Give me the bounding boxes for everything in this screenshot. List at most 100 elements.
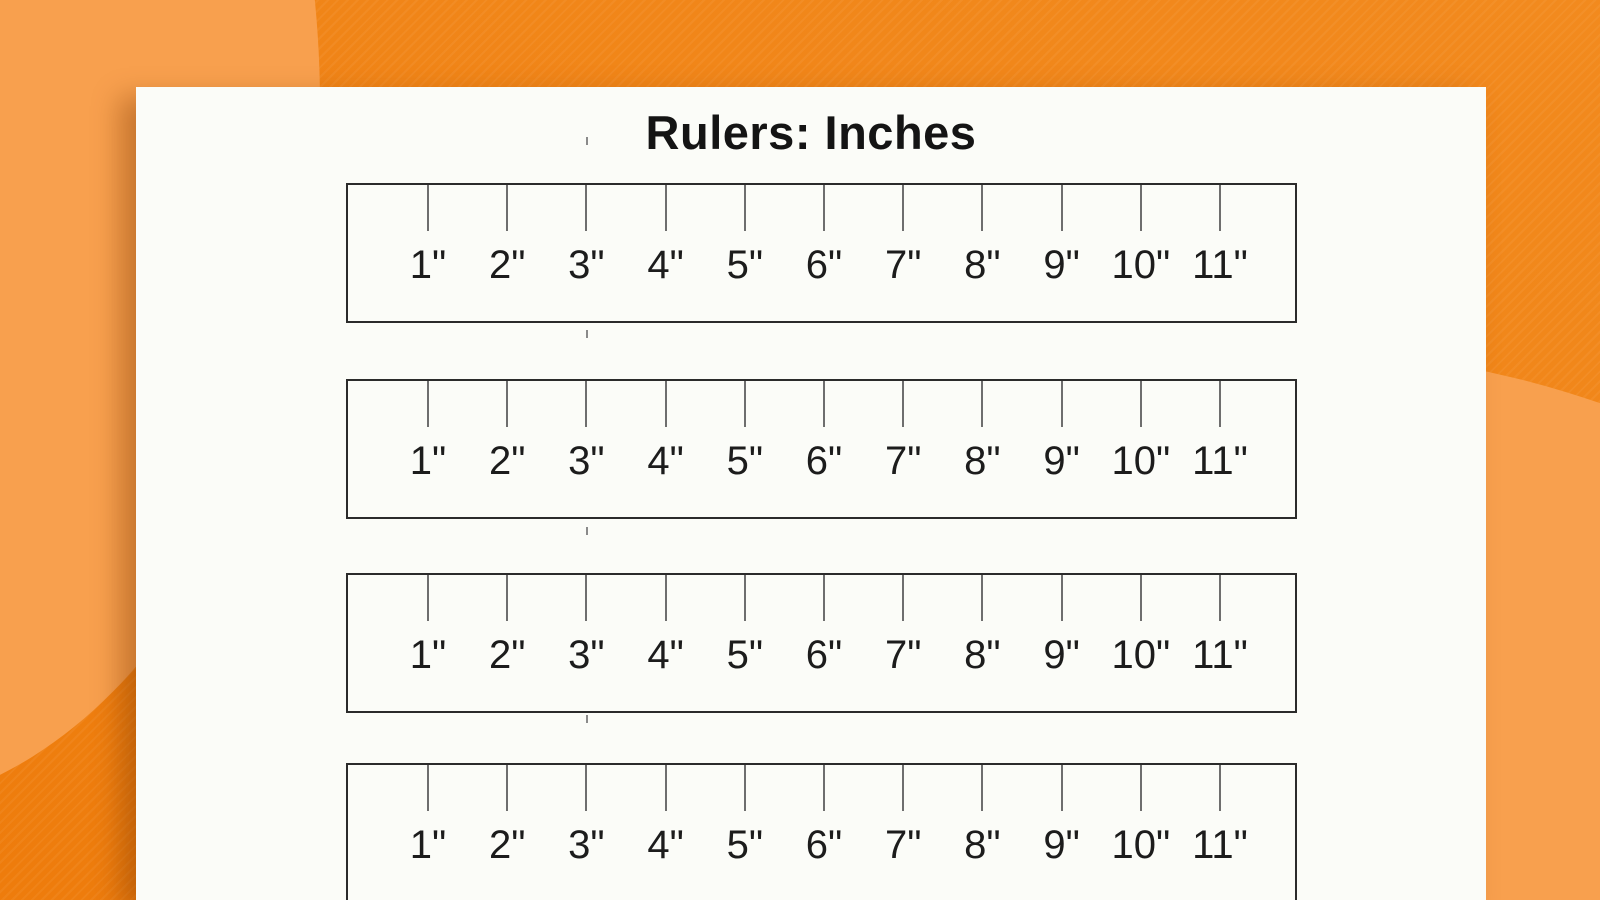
inch-tick [585, 185, 588, 231]
inch-tick [1219, 185, 1221, 231]
ruler: 1" 2" 3" 4" 5" 6" 7" 8" 9" 10" 11" [346, 183, 1297, 323]
inch-tick [1219, 575, 1221, 621]
inch-tick [506, 381, 509, 427]
inch-label: 1" [409, 633, 447, 677]
ruler-scale: 1" 2" 3" 4" 5" 6" 7" 8" 9" 10" 11" [348, 381, 1295, 517]
inch-label: 10" [1111, 243, 1171, 287]
inch-tick [1060, 185, 1063, 231]
inch-label: 4" [647, 633, 684, 677]
fold-mark [586, 715, 588, 723]
inch-label: 9" [1043, 633, 1080, 677]
inch-label: 10" [1111, 633, 1171, 677]
inch-tick [981, 381, 984, 427]
inch-tick [585, 575, 588, 621]
fold-mark [586, 137, 588, 145]
rulers-container: 1" 2" 3" 4" 5" 6" 7" 8" 9" 10" 11" 1" 2" 3" 4" 5" 6" 7" 8… [136, 87, 1486, 900]
fold-mark [586, 527, 588, 535]
inch-tick [1219, 765, 1221, 811]
page-title: Rulers: Inches [645, 106, 977, 159]
inch-label: 3" [568, 633, 605, 677]
ruler-scale: 1" 2" 3" 4" 5" 6" 7" 8" 9" 10" 11" [348, 185, 1295, 321]
inch-tick [902, 575, 905, 621]
ruler-scale: 1" 2" 3" 4" 5" 6" 7" 8" 9" 10" 11" [348, 575, 1295, 711]
worksheet-page: Rulers: Inches 1" 2" 3" 4" 5" 6" 7" 8" 9" 10" 11" … [136, 87, 1486, 900]
inch-tick [743, 185, 746, 231]
inch-tick [427, 765, 429, 811]
inch-label: 5" [726, 823, 764, 867]
inch-tick [1139, 765, 1142, 811]
inch-tick [902, 185, 905, 231]
inch-tick [427, 575, 429, 621]
inch-tick [902, 381, 905, 427]
inch-label: 9" [1043, 243, 1080, 287]
inch-tick [585, 381, 588, 427]
inch-label: 10" [1111, 439, 1171, 483]
inch-label: 8" [964, 633, 1001, 677]
inch-label: 8" [964, 243, 1001, 287]
inch-tick [823, 185, 825, 231]
inch-label: 3" [568, 439, 605, 483]
inch-tick [506, 575, 509, 621]
inch-label: 2" [488, 439, 526, 483]
inch-label: 11" [1192, 243, 1248, 287]
inch-tick [664, 185, 667, 231]
inch-tick [664, 381, 667, 427]
inch-label: 3" [568, 243, 605, 287]
inch-label: 9" [1043, 439, 1080, 483]
inch-tick [427, 381, 429, 427]
ruler: 1" 2" 3" 4" 5" 6" 7" 8" 9" 10" 11" [346, 763, 1297, 900]
inch-label: 7" [884, 823, 922, 867]
inch-tick [1060, 575, 1063, 621]
inch-label: 6" [805, 243, 843, 287]
inch-label: 5" [726, 243, 764, 287]
inch-label: 11" [1192, 823, 1248, 867]
inch-label: 8" [964, 823, 1001, 867]
inch-label: 9" [1043, 823, 1080, 867]
ruler: 1" 2" 3" 4" 5" 6" 7" 8" 9" 10" 11" [346, 379, 1297, 519]
inch-tick [743, 381, 746, 427]
inch-tick [743, 765, 746, 811]
inch-tick [1139, 575, 1142, 621]
inch-label: 2" [488, 243, 526, 287]
ruler-scale: 1" 2" 3" 4" 5" 6" 7" 8" 9" 10" 11" [348, 765, 1295, 900]
inch-label: 6" [805, 633, 843, 677]
inch-tick [664, 765, 667, 811]
inch-tick [664, 575, 667, 621]
inch-label: 1" [409, 823, 447, 867]
fold-mark [586, 330, 588, 338]
inch-label: 7" [884, 243, 922, 287]
inch-tick [981, 765, 984, 811]
inch-label: 4" [647, 243, 684, 287]
inch-label: 11" [1192, 439, 1248, 483]
inch-tick [1219, 381, 1221, 427]
inch-tick [506, 765, 509, 811]
inch-tick [1139, 185, 1142, 231]
inch-tick [981, 575, 984, 621]
inch-tick [1139, 381, 1142, 427]
inch-label: 11" [1192, 633, 1248, 677]
inch-label: 10" [1111, 823, 1171, 867]
inch-label: 8" [964, 439, 1001, 483]
inch-tick [506, 185, 509, 231]
inch-tick [981, 185, 984, 231]
inch-label: 4" [647, 823, 684, 867]
inch-label: 4" [647, 439, 684, 483]
inch-label: 5" [726, 439, 764, 483]
inch-label: 7" [884, 633, 922, 677]
inch-label: 2" [488, 823, 526, 867]
inch-tick [1060, 765, 1063, 811]
inch-label: 5" [726, 633, 764, 677]
inch-label: 7" [884, 439, 922, 483]
inch-tick [902, 765, 905, 811]
inch-label: 1" [409, 439, 447, 483]
inch-tick [823, 575, 825, 621]
inch-label: 6" [805, 439, 843, 483]
inch-label: 1" [409, 243, 447, 287]
inch-tick [823, 765, 825, 811]
inch-tick [743, 575, 746, 621]
ruler: 1" 2" 3" 4" 5" 6" 7" 8" 9" 10" 11" [346, 573, 1297, 713]
inch-label: 2" [488, 633, 526, 677]
inch-tick [585, 765, 588, 811]
inch-tick [823, 381, 825, 427]
